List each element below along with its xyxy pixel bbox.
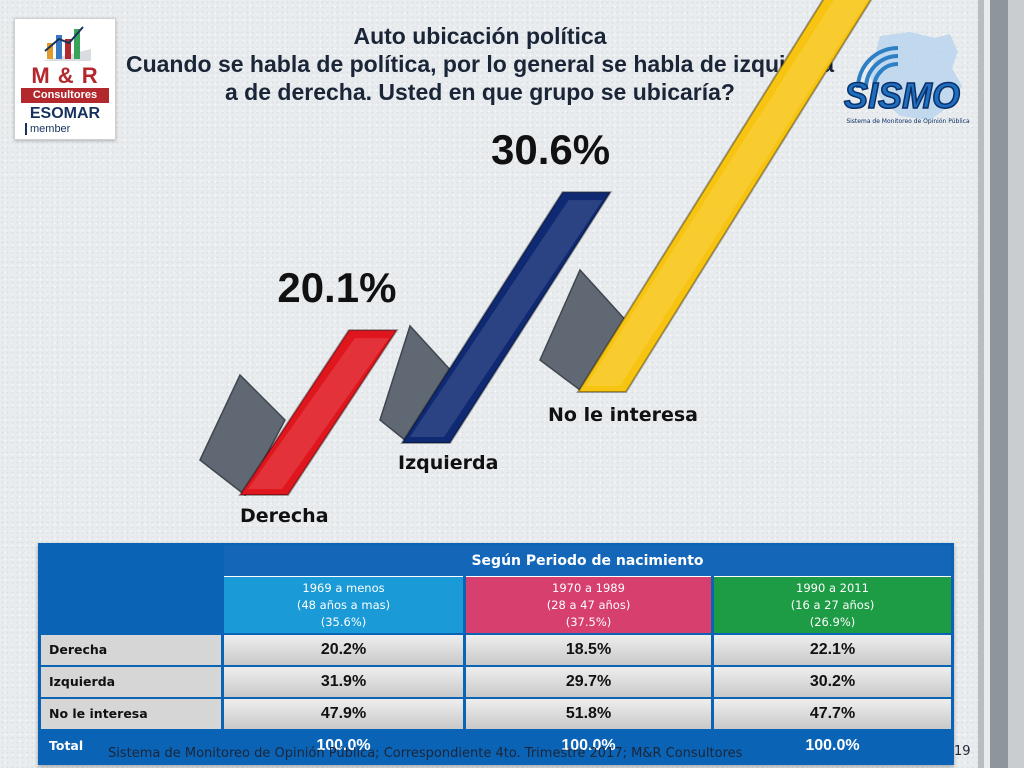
row-label-no-le-interesa: No le interesa [41,699,221,729]
category-label: No le interesa [548,404,698,426]
column-header-line: 1990 a 2011 [796,581,869,595]
bar-highlight [410,200,603,437]
table-cell: 47.9% [224,699,463,729]
table-cell: 30.2% [714,667,951,697]
column-header-line: (28 a 47 años) [546,598,631,612]
column-header-line: (26.9%) [809,615,856,629]
table-cell: 47.7% [714,699,951,729]
table-cell: 29.7% [466,667,711,697]
column-header-1970: 1970 a 1989 (28 a 47 años) (37.5%) [466,576,711,633]
crosstab-table: Según Periodo de nacimiento 1969 a menos… [38,543,954,765]
data-label: 20.1% [277,264,396,311]
bar-derecha [238,329,399,496]
column-header-line: 1969 a menos [302,581,385,595]
row-label-izquierda: Izquierda [41,667,221,697]
column-header-line: (16 a 27 años) [790,598,875,612]
row-label-derecha: Derecha [41,635,221,665]
table-cell: 20.2% [224,635,463,665]
sismo-logo: SISMO Sistema de Monitoreo de Opinión Pú… [843,32,970,125]
column-header-line: (37.5%) [565,615,612,629]
table-cell: 31.9% [224,667,463,697]
connector-ribbon [199,373,286,497]
bar-highlight [586,0,868,386]
sismo-logo-text: SISMO [844,75,960,116]
row-label-total: Total [41,731,221,761]
table-cell: 51.8% [466,699,711,729]
chart-graphic-icon [43,26,91,61]
column-header-1969: 1969 a menos (48 años a mas) (35.6%) [224,576,463,633]
data-label: 30.6% [491,126,610,173]
column-header-line: (48 años a mas) [296,598,391,612]
title-line-1: Auto ubicación política [353,23,607,49]
esomar-label: ESOMAR [29,105,101,122]
right-rail-decoration [978,0,1024,768]
table-group-header: Según Periodo de nacimiento [224,546,951,576]
table-cell-total: 100.0% [466,731,711,761]
column-header-1990: 1990 a 2011 (16 a 27 años) (26.9%) [714,576,951,633]
sismo-logo-subtitle: Sistema de Monitoreo de Opinión Pública [846,118,970,125]
mr-consultores-logo: M & R Consultores ESOMAR member [14,18,116,140]
mr-logo-name: M & R [31,63,99,88]
page-number: 19 [954,744,971,759]
table-cell-total: 100.0% [714,731,951,761]
bar-no-le-interesa [576,0,873,393]
footer-source: Sistema de Monitoreo de Opinión Pública;… [108,746,743,761]
category-label: Derecha [240,505,329,527]
slide-title: Auto ubicación política Cuando se habla … [120,22,840,106]
title-question: Cuando se habla de política, por lo gene… [125,51,835,105]
table-cell: 22.1% [714,635,951,665]
bar-highlight [248,338,389,489]
member-label: member [25,123,70,135]
category-label: Izquierda [398,452,498,474]
table-cell-total: 100.0% [224,731,463,761]
table-cell: 18.5% [466,635,711,665]
column-header-line: 1970 a 1989 [552,581,625,595]
mr-logo-subtitle: Consultores [21,88,109,103]
column-header-line: (35.6%) [320,615,367,629]
bar-izquierda [400,191,613,444]
